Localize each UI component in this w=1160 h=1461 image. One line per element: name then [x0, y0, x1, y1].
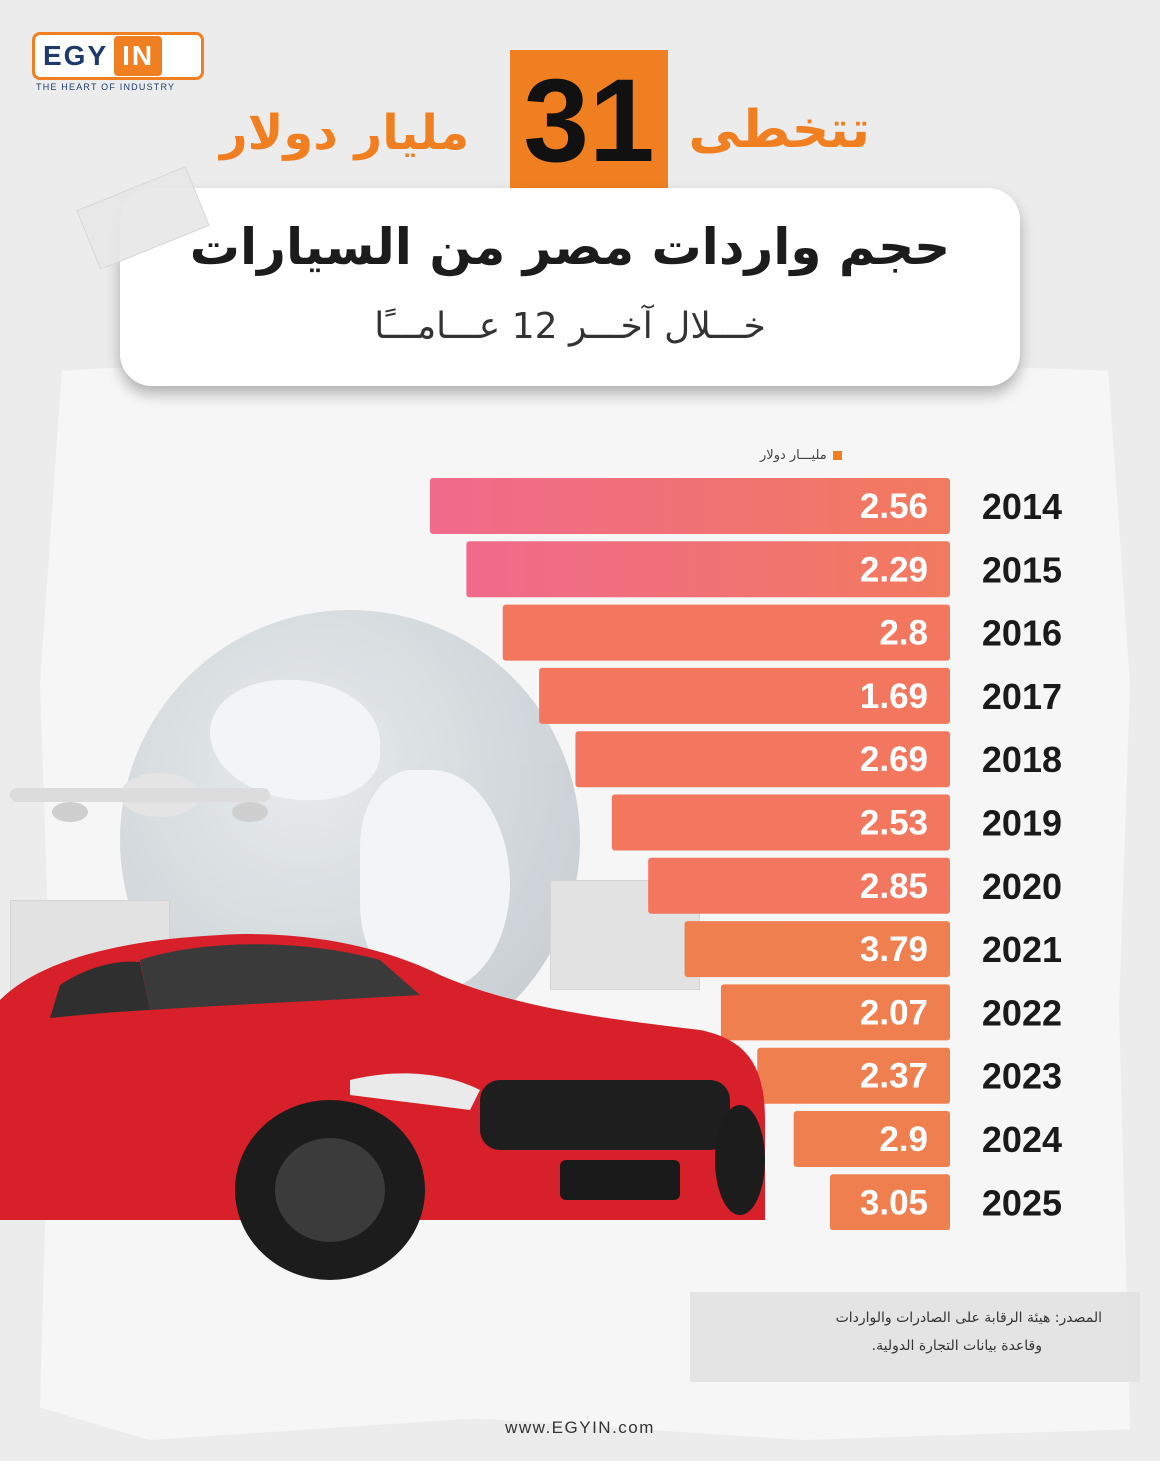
bar-value-label: 2.56 [860, 487, 928, 526]
logo-egy-text: EGY [43, 40, 109, 71]
unit-legend-text: مليـــار دولار [760, 448, 827, 463]
bar-chart: 2.56 2014 2.29 2015 2.8 2016 1.69 2017 2.69 2018 2… [430, 478, 1062, 1230]
headline: مليار دولار 31 تتخطى [220, 50, 920, 190]
bar-2014 [430, 478, 950, 534]
bar-value-label: 2.9 [879, 1120, 928, 1159]
bar-2023 [757, 1047, 950, 1104]
year-tick-label: 2018 [982, 739, 1062, 780]
bar-2021 [684, 921, 950, 978]
bar-value-label: 3.79 [860, 930, 928, 969]
year-tick-label: 2016 [982, 613, 1062, 654]
year-tick-label: 2022 [982, 992, 1062, 1033]
source-note-background [690, 1292, 1140, 1382]
bar-2020 [648, 857, 950, 914]
year-tick-label: 2015 [982, 549, 1062, 590]
bar-2019 [611, 794, 950, 851]
bar-value-label: 2.37 [860, 1057, 928, 1096]
year-tick-label: 2020 [982, 866, 1062, 907]
bar-value-label: 2.69 [860, 740, 928, 779]
year-tick-label: 2023 [982, 1056, 1062, 1097]
website-url: www.EGYIN.com [505, 1418, 655, 1437]
unit-legend: مليـــار دولار [760, 448, 950, 463]
headline-verb: تتخطى [688, 100, 871, 160]
headline-number-box: 31 [510, 50, 668, 190]
bar-2015 [466, 541, 950, 598]
bar-2016 [502, 604, 950, 661]
bar-value-label: 2.53 [860, 804, 928, 843]
chart-subtitle: خـــلال آخـــر 12 عـــامـــًا [374, 306, 766, 347]
headline-unit: مليار دولار [220, 105, 470, 161]
bar-2022 [720, 984, 950, 1041]
logo-tagline: THE HEART OF INDUSTRY [36, 82, 176, 92]
continent-shape [210, 680, 380, 800]
year-tick-label: 2014 [982, 486, 1062, 527]
bar-value-label: 2.07 [860, 993, 928, 1032]
bar-value-label: 2.8 [879, 614, 928, 653]
continent-shape [360, 770, 510, 990]
bar-2025 [830, 1174, 950, 1230]
legend-square-icon [832, 451, 842, 460]
egyin-logo: EGY IN THE HEART OF INDUSTRY [32, 32, 204, 94]
bar-2017 [539, 667, 950, 724]
year-tick-label: 2019 [982, 803, 1062, 844]
logo-in-text: IN [114, 36, 163, 76]
year-tick-label: 2017 [982, 676, 1062, 717]
title-card: حجم واردات مصر من السيارات خـــلال آخـــ… [120, 188, 1020, 386]
bar-value-label: 3.05 [860, 1183, 928, 1222]
bar-value-label: 1.69 [860, 677, 928, 716]
bar-value-label: 2.29 [860, 550, 928, 589]
year-tick-label: 2024 [982, 1119, 1062, 1160]
year-tick-label: 2021 [982, 929, 1062, 970]
source-line-2: وقاعدة بيانات التجارة الدولية. [871, 1338, 1042, 1354]
red-car-illustration [0, 934, 765, 1280]
headline-number: 31 [523, 55, 655, 187]
source-line-1: المصدر: هيئة الرقابة على الصادرات والوار… [835, 1310, 1102, 1326]
airplane-illustration [10, 773, 270, 822]
bar-value-label: 2.85 [860, 867, 928, 906]
year-tick-label: 2025 [982, 1182, 1062, 1223]
bar-2018 [575, 731, 950, 788]
bar-2024 [793, 1111, 950, 1167]
chart-title: حجم واردات مصر من السيارات [189, 218, 951, 276]
